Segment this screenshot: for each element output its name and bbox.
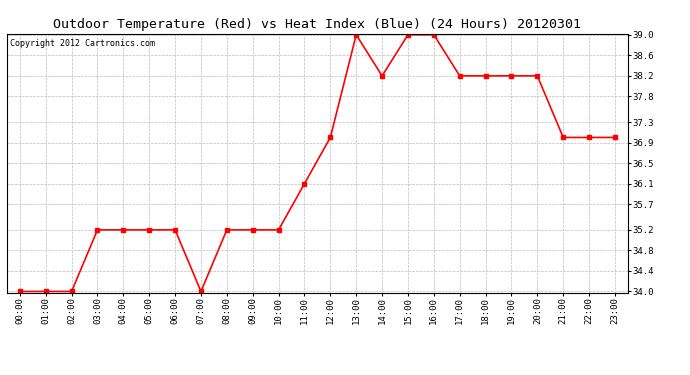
Title: Outdoor Temperature (Red) vs Heat Index (Blue) (24 Hours) 20120301: Outdoor Temperature (Red) vs Heat Index … [53, 18, 582, 31]
Text: Copyright 2012 Cartronics.com: Copyright 2012 Cartronics.com [10, 39, 155, 48]
